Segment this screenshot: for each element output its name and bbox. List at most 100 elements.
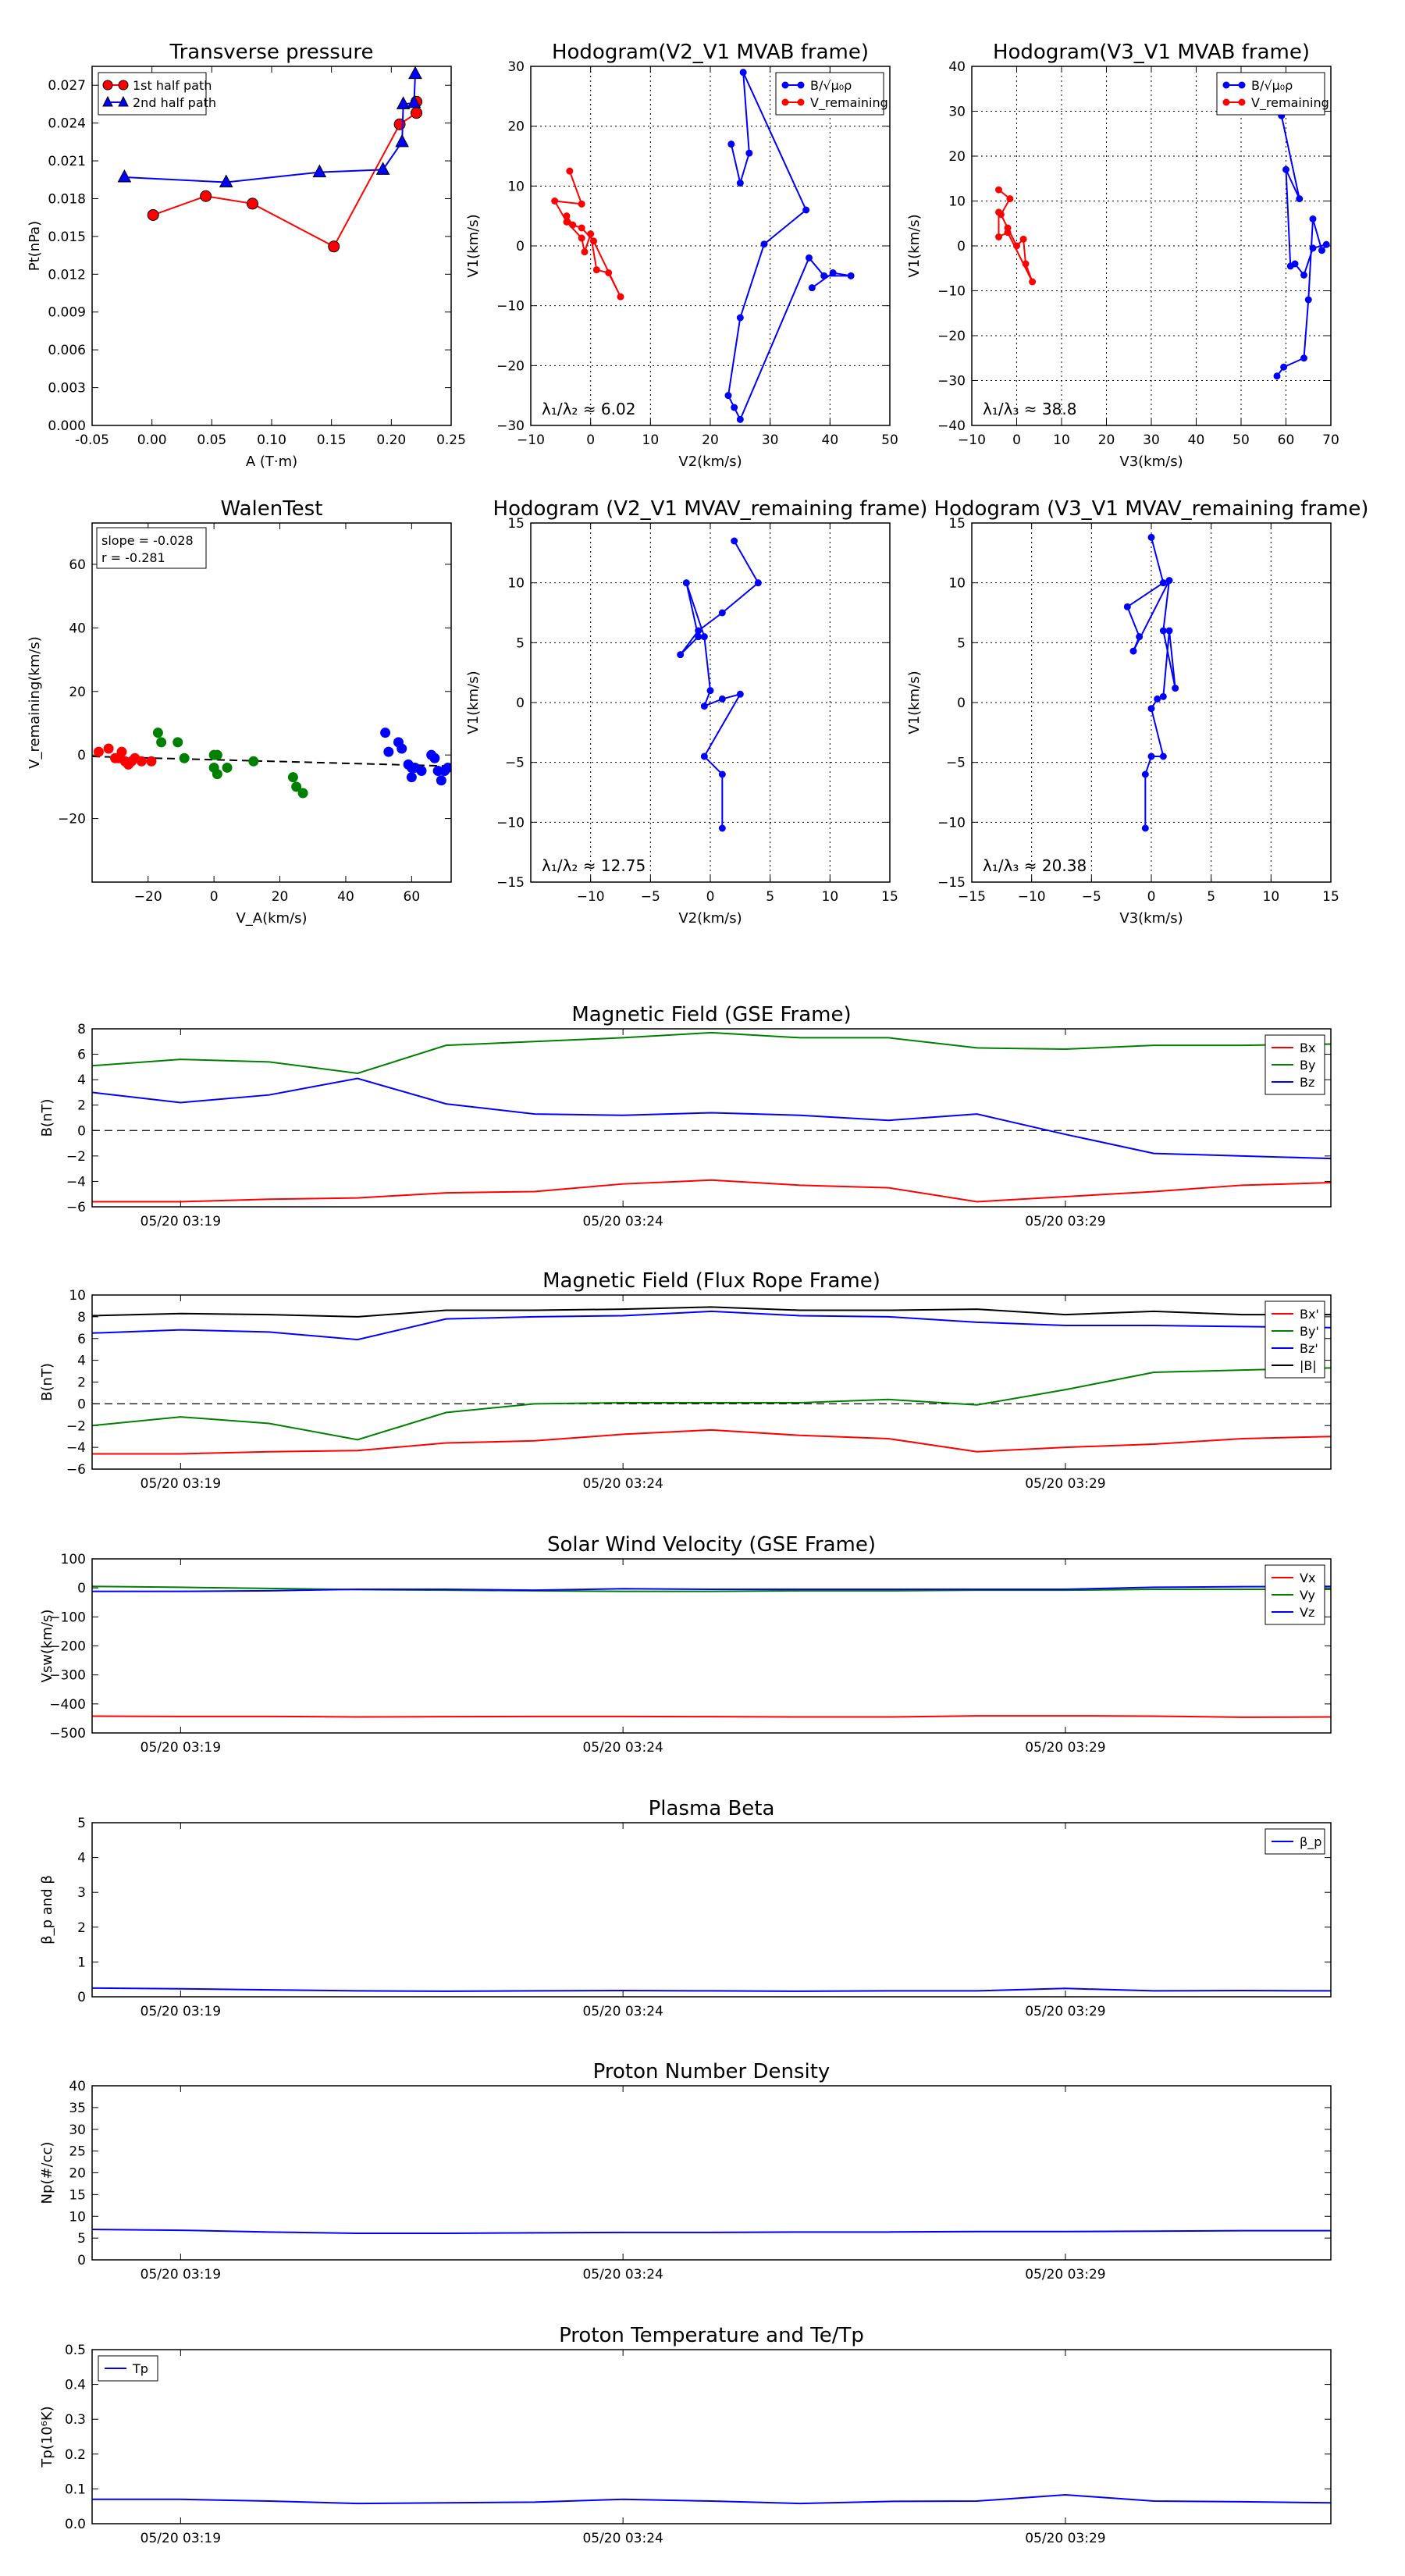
x-tick-label: −10 xyxy=(577,889,605,905)
x-tick-label: 40 xyxy=(822,432,839,448)
series-line-B/√μ₀ρ xyxy=(1276,116,1329,377)
data-point xyxy=(551,197,559,205)
data-point xyxy=(1154,695,1161,703)
y-tick-label: −2 xyxy=(66,1418,86,1434)
y-tick-label: 100 xyxy=(61,1552,86,1567)
y-tick-label: 5 xyxy=(516,635,525,651)
series-line-V_remaining xyxy=(998,189,1033,283)
x-tick-label: 05/20 03:24 xyxy=(582,1740,663,1756)
data-point xyxy=(1159,627,1167,635)
y-axis-label: B(nT) xyxy=(39,1099,55,1137)
x-tick-label: 0.20 xyxy=(376,432,406,448)
chart-title: WalenTest xyxy=(221,497,323,521)
y-tick-label: 0 xyxy=(516,239,525,254)
legend-marker xyxy=(1222,81,1230,89)
chart-title: Proton Number Density xyxy=(593,2060,831,2083)
y-tick-label: 5 xyxy=(77,1816,86,1831)
y-tick-label: 20 xyxy=(69,685,86,700)
fit-line xyxy=(92,756,451,767)
legend-label: By xyxy=(1300,1058,1315,1073)
legend-marker xyxy=(102,95,113,107)
x-tick-label: −20 xyxy=(134,889,162,905)
data-point xyxy=(569,221,577,229)
legend: 1st half path 2nd half path xyxy=(98,72,216,116)
legend: β_p xyxy=(1264,1828,1325,1855)
data-point xyxy=(590,237,597,245)
y-tick-label: 5 xyxy=(957,635,966,651)
y-tick-label: 8 xyxy=(77,1022,86,1037)
data-point xyxy=(147,208,159,221)
legend-label: Bz xyxy=(1300,1075,1314,1090)
y-axis-label: B(nT) xyxy=(39,1363,55,1401)
series-line-Bx xyxy=(92,1179,1331,1203)
y-tick-label: 20 xyxy=(507,119,525,135)
data-point xyxy=(1165,627,1173,635)
legend-box xyxy=(775,72,884,116)
y-tick-label: 30 xyxy=(69,2122,86,2138)
series-line-Bz' xyxy=(92,1310,1331,1341)
data-point xyxy=(297,788,308,799)
data-point xyxy=(103,743,114,754)
y-tick-label: 0.015 xyxy=(48,229,86,245)
x-tick-label: 05/20 03:24 xyxy=(582,1214,663,1229)
y-tick-label: 30 xyxy=(507,59,525,75)
x-tick-label: 05/20 03:29 xyxy=(1025,1740,1105,1756)
y-tick-label: 0.2 xyxy=(65,2447,86,2463)
data-point xyxy=(411,107,423,119)
y-tick-label: 20 xyxy=(69,2166,86,2182)
legend: Bx' By' Bz' |B| xyxy=(1264,1300,1325,1379)
data-point xyxy=(407,94,422,109)
panel-ts4: 05/20 03:19 05/20 03:24 05/20 03:29 0 1 2 3 4 5 P… xyxy=(39,1797,1332,2019)
data-point xyxy=(1004,229,1012,237)
data-point xyxy=(146,756,157,767)
y-tick-label: −6 xyxy=(66,1462,86,1478)
y-tick-label: −10 xyxy=(496,815,525,831)
data-point xyxy=(328,240,340,253)
legend-label: V_remaining xyxy=(810,95,888,111)
x-axis-label: V_A(km/s) xyxy=(236,910,307,927)
series-line-Tp xyxy=(92,2493,1331,2505)
data-point xyxy=(312,164,327,178)
panel-ts3: 05/20 03:19 05/20 03:24 05/20 03:29 −500 −40… xyxy=(39,1533,1332,1756)
data-point xyxy=(436,775,446,786)
y-tick-label: 0 xyxy=(77,748,86,763)
data-point xyxy=(682,579,690,587)
legend-label: Bx xyxy=(1300,1041,1315,1055)
x-tick-label: 40 xyxy=(337,889,354,905)
y-tick-label: 10 xyxy=(948,194,966,210)
plot-area xyxy=(92,1987,1331,1992)
chart-title: Transverse pressure xyxy=(169,41,374,64)
legend-marker xyxy=(1238,98,1246,106)
data-point xyxy=(173,737,183,748)
data-point xyxy=(745,149,753,157)
data-point xyxy=(396,96,411,109)
x-tick-label: 05/20 03:19 xyxy=(140,1214,221,1229)
annotation-text: λ₁/λ₃ ≈ 38.8 xyxy=(983,400,1076,418)
plot-area xyxy=(92,2493,1331,2505)
data-point xyxy=(1291,260,1299,268)
axes-frame xyxy=(971,66,1332,426)
y-tick-label: 30 xyxy=(948,105,966,120)
data-point xyxy=(578,224,585,232)
y-tick-label: 10 xyxy=(507,179,525,194)
y-tick-label: −5 xyxy=(946,756,966,771)
series-line-Vz xyxy=(92,1585,1331,1592)
x-axis-label: A (T·m) xyxy=(246,454,297,470)
axes-frame xyxy=(91,1822,1332,1998)
legend-marker xyxy=(118,95,129,107)
legend-label: 1st half path xyxy=(133,78,212,93)
data-point xyxy=(1309,244,1317,252)
data-point xyxy=(116,746,127,757)
annotation-text: λ₁/λ₃ ≈ 20.38 xyxy=(983,856,1087,875)
annotation-text: r = -0.281 xyxy=(101,550,165,565)
y-tick-label: −15 xyxy=(937,875,966,891)
data-point xyxy=(380,728,391,738)
series-line-β_p xyxy=(92,1987,1331,1992)
chart-title: Hodogram(V2_V1 MVAB frame) xyxy=(552,41,869,64)
y-tick-label: 2 xyxy=(77,1375,86,1391)
data-point xyxy=(1006,195,1014,203)
axes-frame xyxy=(91,2349,1332,2524)
plot-area xyxy=(92,2228,1331,2234)
